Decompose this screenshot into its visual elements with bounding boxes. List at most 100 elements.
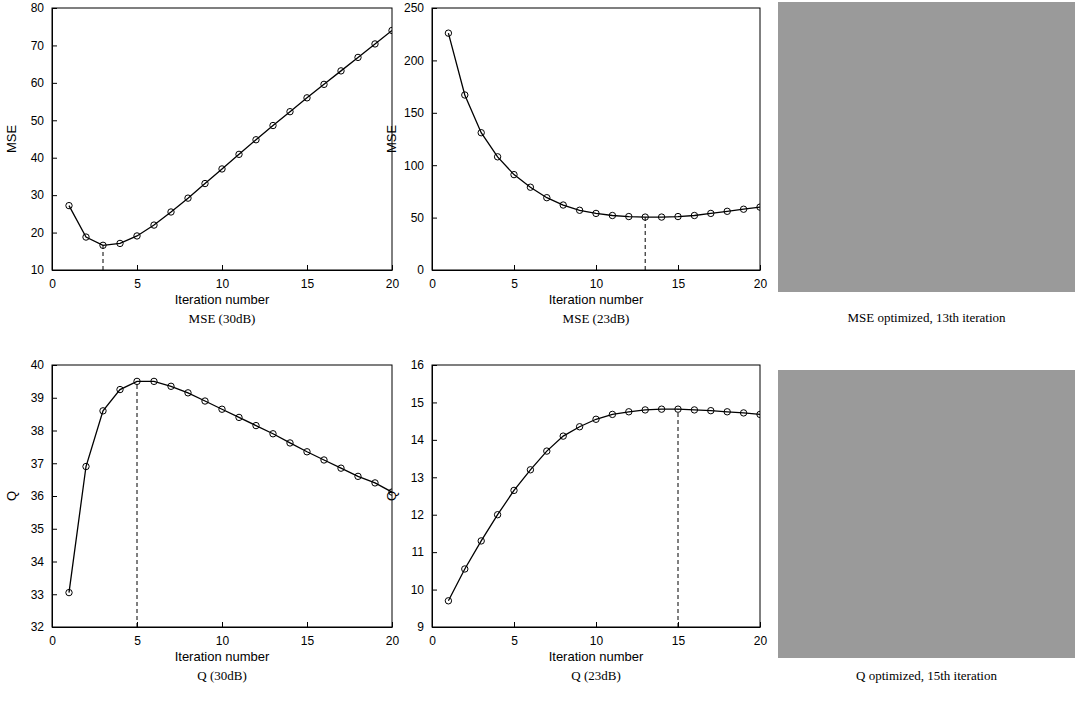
marker (691, 212, 697, 218)
marker (117, 240, 123, 246)
x-axis: 05101520 (429, 622, 767, 648)
plot-area (66, 27, 392, 270)
marker (527, 467, 533, 473)
image-placeholder (778, 2, 1075, 292)
tick-label: 10 (216, 634, 230, 648)
image-caption: MSE optimized, 13th iteration (847, 310, 1006, 325)
series-line (448, 409, 760, 601)
x-tick: 20 (754, 622, 768, 648)
marker (445, 30, 451, 36)
tick-mark (52, 45, 57, 46)
y-tick: 34 (31, 555, 57, 569)
tick-label: 50 (31, 114, 45, 128)
tick-label: 15 (301, 277, 315, 291)
chart-panel: 051015201020304050607080Iteration number… (4, 1, 399, 326)
tick-label: 5 (134, 277, 141, 291)
tick-label: 14 (411, 433, 425, 447)
y-tick: 35 (31, 522, 57, 536)
marker (462, 92, 468, 98)
x-tick: 20 (386, 622, 400, 648)
marker (355, 54, 361, 60)
tick-label: 34 (31, 555, 45, 569)
tick-label: 20 (31, 226, 45, 240)
marker (236, 151, 242, 157)
axis-line (433, 270, 761, 271)
marker (117, 386, 123, 392)
marker (338, 68, 344, 74)
y-tick: 15 (411, 396, 437, 410)
marker (304, 95, 310, 101)
marker (511, 487, 517, 493)
marker (708, 407, 714, 413)
y-tick: 50 (411, 211, 437, 225)
x-tick: 10 (590, 622, 604, 648)
tick-mark (222, 622, 223, 627)
tick-label: 39 (31, 391, 45, 405)
y-tick: 150 (404, 106, 437, 120)
tick-label: 13 (411, 471, 425, 485)
y-tick: 36 (31, 489, 57, 503)
y-tick: 10 (411, 583, 437, 597)
y-axis-title: Q (4, 491, 19, 501)
marker (544, 448, 550, 454)
x-axis-title: Iteration number (175, 649, 270, 664)
y-tick: 39 (31, 391, 57, 405)
marker (462, 566, 468, 572)
tick-mark (678, 265, 679, 270)
tick-label: 10 (216, 277, 230, 291)
y-axis: 050100150200250 (404, 1, 437, 277)
image-placeholder (778, 370, 1075, 658)
y-tick: 10 (31, 263, 57, 277)
x-tick: 15 (301, 622, 315, 648)
chart-panel: 05101520910111213141516Iteration numberQ… (384, 358, 767, 683)
marker (270, 431, 276, 437)
y-tick: 38 (31, 424, 57, 438)
x-tick: 15 (672, 265, 686, 291)
tick-label: 15 (411, 396, 425, 410)
y-tick: 0 (417, 263, 437, 277)
tick-label: 60 (31, 76, 45, 90)
marker (445, 598, 451, 604)
panel-caption: Q (30dB) (197, 668, 246, 683)
tick-label: 15 (672, 277, 686, 291)
marker (321, 81, 327, 87)
figure: 051015201020304050607080Iteration number… (0, 0, 1081, 722)
x-tick: 15 (672, 622, 686, 648)
tick-mark (52, 365, 57, 366)
tick-mark (432, 552, 437, 553)
tick-mark (432, 270, 437, 271)
axis-line (53, 627, 393, 628)
tick-mark (52, 562, 57, 563)
marker (270, 122, 276, 128)
tick-mark (307, 622, 308, 627)
y-tick: 40 (31, 358, 57, 372)
marker (757, 411, 760, 417)
optimum-line (103, 245, 104, 270)
marker (66, 589, 72, 595)
tick-label: 20 (386, 634, 400, 648)
x-tick: 10 (216, 265, 230, 291)
marker (560, 433, 566, 439)
marker (658, 406, 664, 412)
marker (151, 378, 157, 384)
tick-mark (52, 158, 57, 159)
tick-mark (52, 594, 57, 595)
y-tick: 13 (411, 471, 437, 485)
tick-mark (432, 477, 437, 478)
tick-mark (52, 195, 57, 196)
marker (527, 184, 533, 190)
tick-mark (432, 515, 437, 516)
tick-mark (52, 83, 57, 84)
tick-mark (52, 431, 57, 432)
tick-mark (52, 496, 57, 497)
x-tick: 15 (301, 265, 315, 291)
y-tick: 20 (31, 226, 57, 240)
tick-mark (514, 622, 515, 627)
tick-mark (392, 265, 393, 270)
marker (609, 212, 615, 218)
marker (642, 407, 648, 413)
marker (202, 180, 208, 186)
plot-frame (432, 8, 760, 270)
panel-caption: MSE (23dB) (563, 311, 630, 326)
x-axis-title: Iteration number (549, 649, 644, 664)
